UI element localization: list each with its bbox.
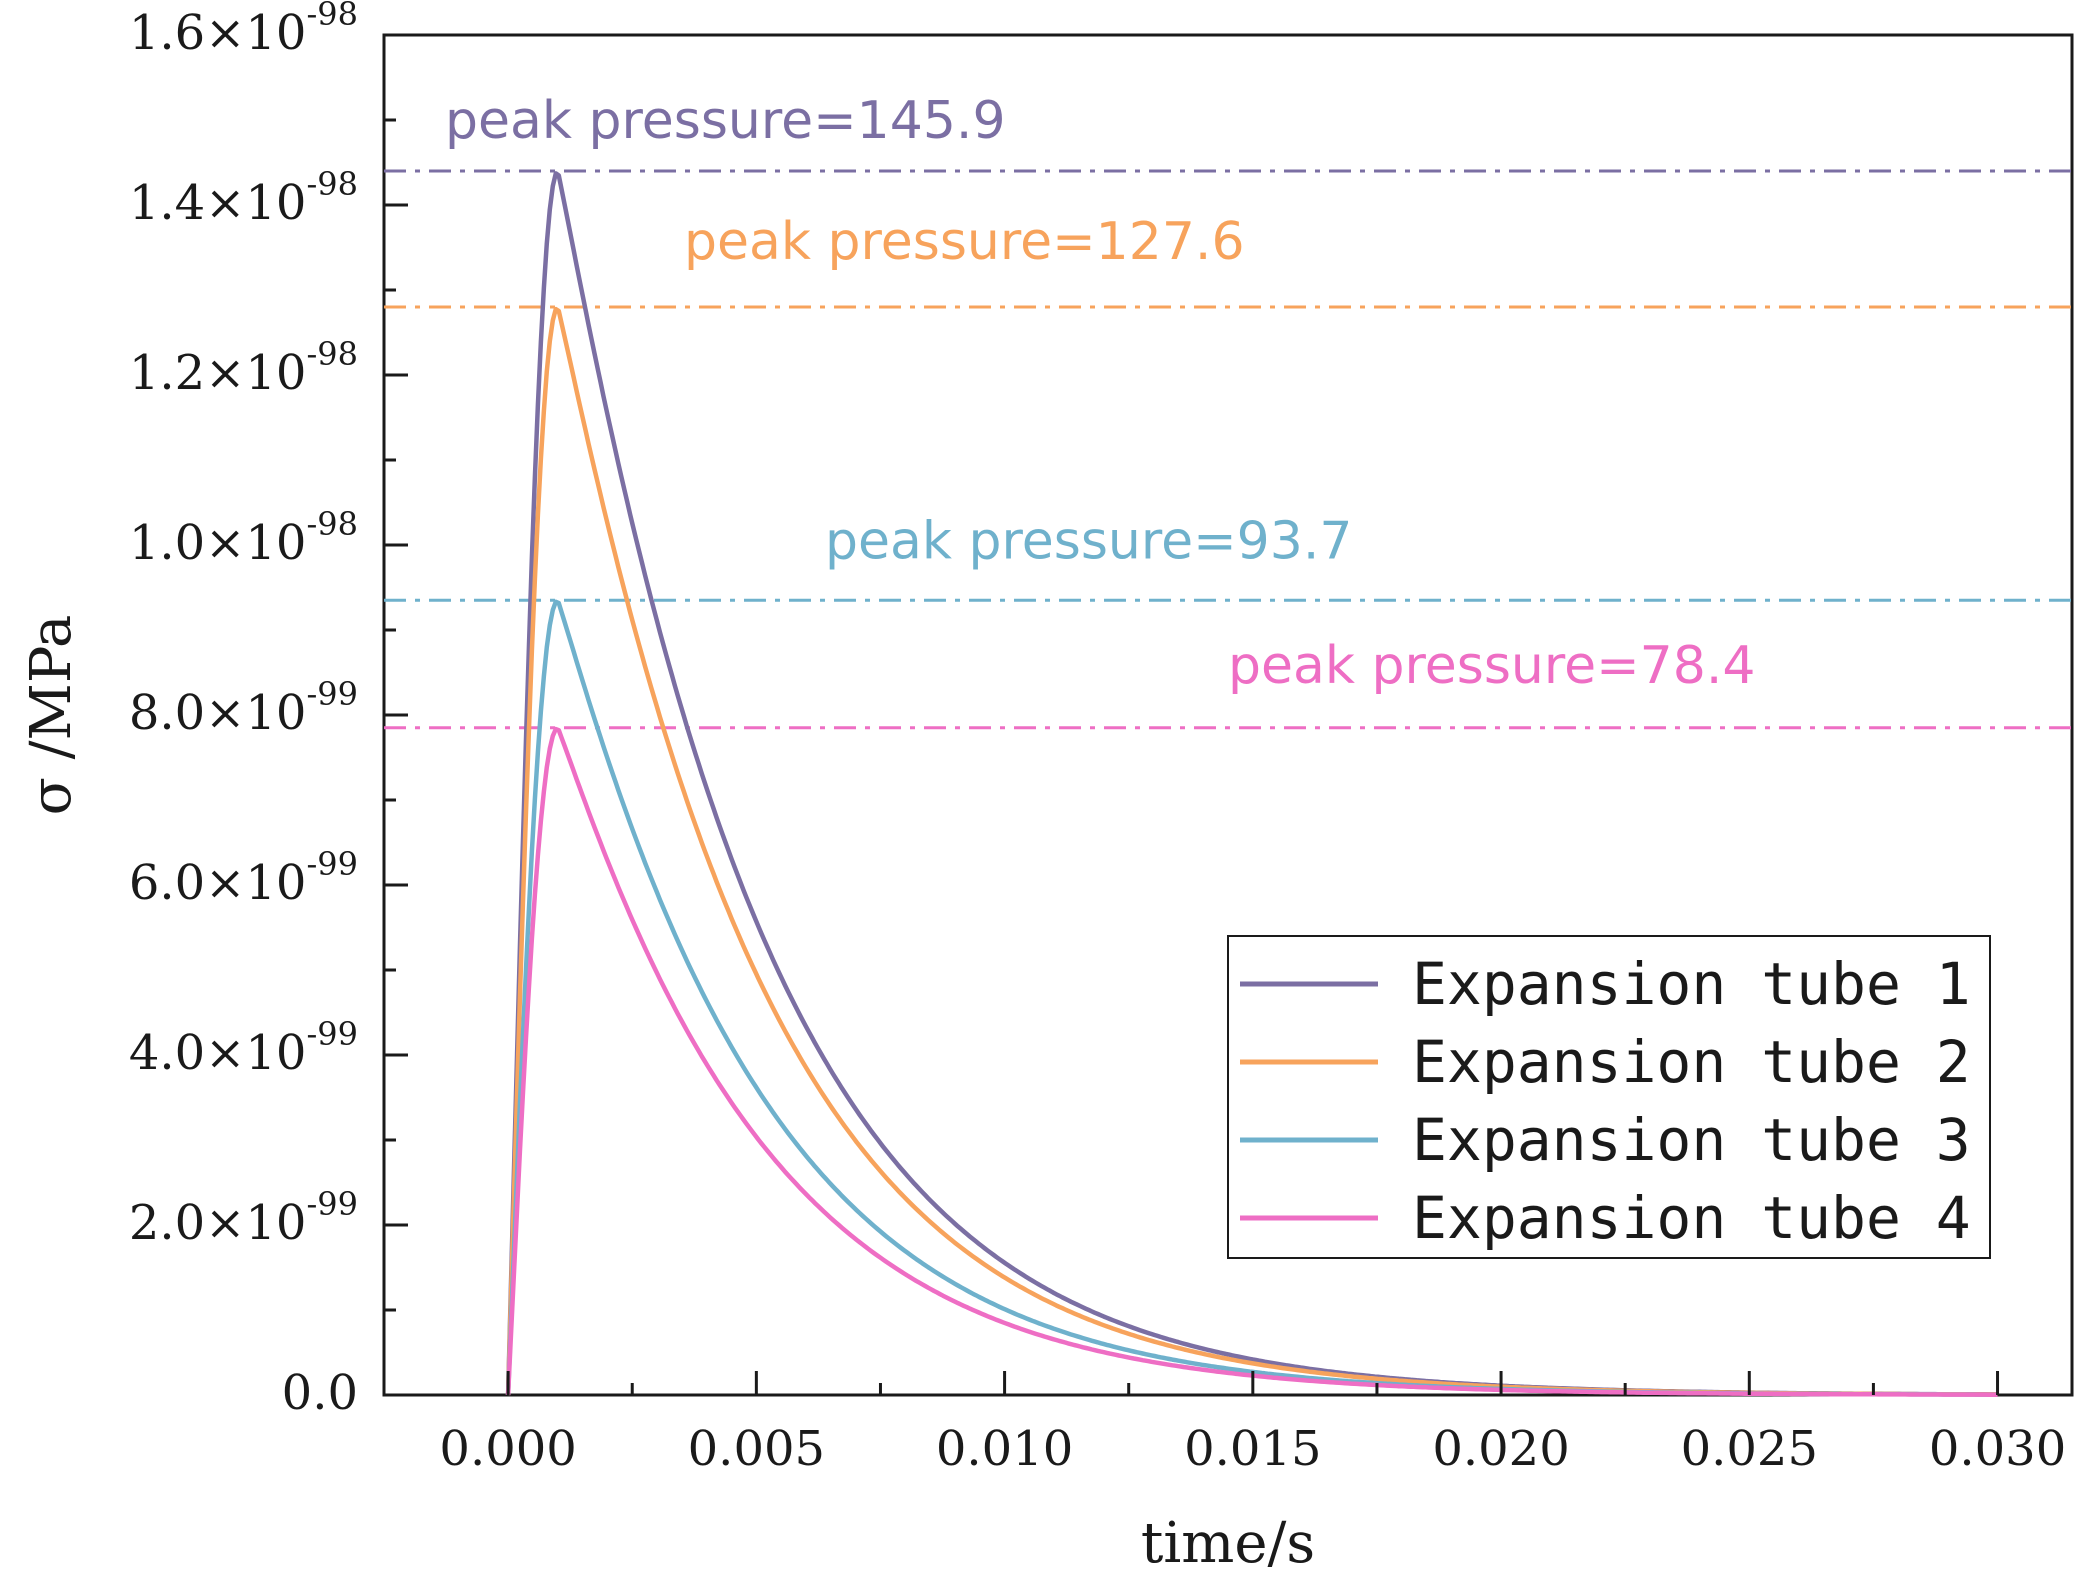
legend-box <box>1227 935 1991 1259</box>
legend-label: Expansion tube 2 <box>1412 1028 1971 1096</box>
y-tick-exponent: -99 <box>306 845 358 883</box>
y-tick-exponent: -99 <box>306 1015 358 1053</box>
x-tick-label: 0.010 <box>936 1421 1073 1477</box>
x-tick-label: 0.025 <box>1681 1421 1818 1477</box>
y-tick-label: 8.0×10-99 <box>129 675 358 741</box>
y-tick-label: 1.4×10-98 <box>129 165 358 231</box>
x-tick-label: 0.020 <box>1432 1421 1569 1477</box>
x-tick-label: 0.015 <box>1184 1421 1321 1477</box>
y-axis-title: σ /MPa <box>19 615 84 816</box>
x-tick-label: 0.005 <box>688 1421 825 1477</box>
y-tick-exponent: -98 <box>306 0 358 33</box>
y-tick-label: 4.0×10-99 <box>129 1015 358 1081</box>
y-tick-exponent: -98 <box>306 505 358 543</box>
legend-label: Expansion tube 1 <box>1412 950 1971 1018</box>
y-tick-exponent: -98 <box>306 335 358 373</box>
legend-label: Expansion tube 4 <box>1412 1184 1971 1252</box>
y-tick-exponent: -99 <box>306 1185 358 1223</box>
peak-pressure-annotation: peak pressure=78.4 <box>1228 636 1755 696</box>
y-tick-exponent: -98 <box>306 165 358 203</box>
legend: Expansion tube 1 Expansion tube 2 Expansio… <box>1227 935 1991 1259</box>
x-axis-title: time/s <box>1141 1511 1315 1576</box>
y-tick-label: 1.6×10-98 <box>129 0 358 61</box>
legend-label: Expansion tube 3 <box>1412 1106 1971 1174</box>
y-tick-label: 1.0×10-98 <box>129 505 358 571</box>
peak-pressure-annotation: peak pressure=93.7 <box>825 511 1352 571</box>
x-tick-label: 0.000 <box>439 1421 576 1477</box>
y-tick-label: 2.0×10-99 <box>129 1185 358 1251</box>
x-tick-label: 0.030 <box>1929 1421 2066 1477</box>
peak-pressure-annotation: peak pressure=127.6 <box>684 212 1245 272</box>
y-tick-exponent: -99 <box>306 675 358 713</box>
peak-pressure-annotation: peak pressure=145.9 <box>445 91 1006 151</box>
y-tick-label: 0.0 <box>282 1365 358 1421</box>
y-tick-label: 6.0×10-99 <box>129 845 358 911</box>
y-tick-label: 1.2×10-98 <box>129 335 358 401</box>
